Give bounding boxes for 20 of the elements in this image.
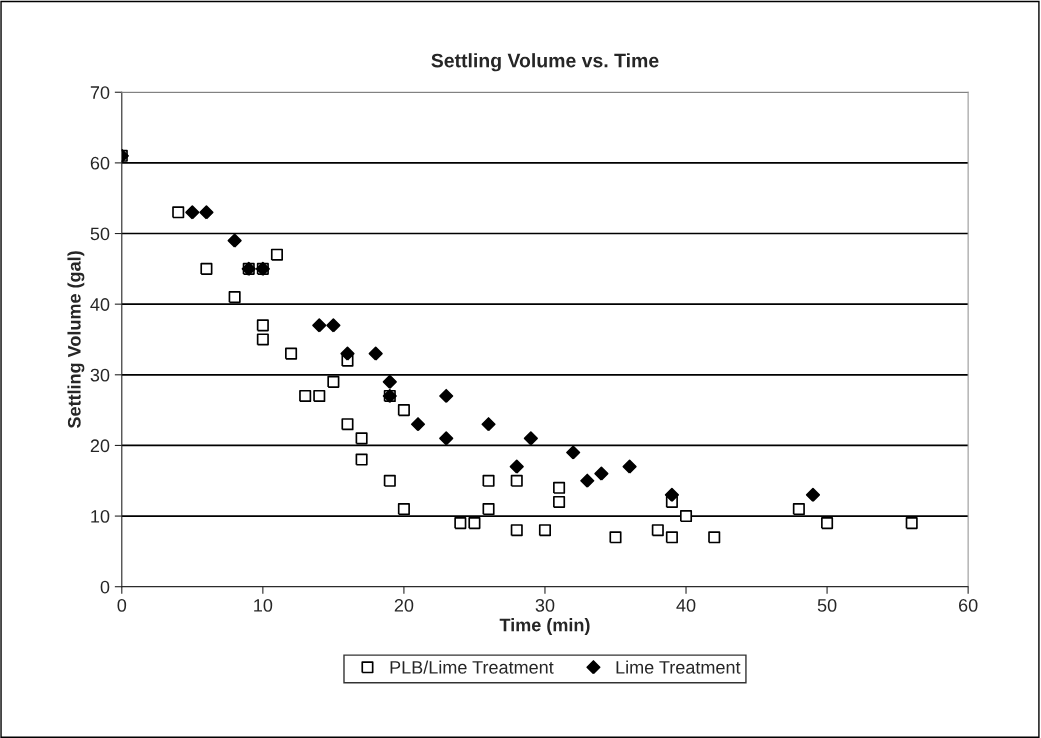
y-tick-label: 20: [90, 439, 110, 453]
x-axis-title: Time (min): [499, 618, 590, 635]
x-tick-label: 30: [535, 598, 555, 612]
y-tick-label: 0: [100, 580, 110, 594]
y-tick-label: 10: [91, 510, 110, 523]
x-tick-label: 40: [676, 598, 696, 612]
x-tick-label: 10: [254, 598, 273, 612]
x-tick-label: 0: [117, 598, 127, 612]
x-tick-label: 20: [394, 598, 414, 612]
chart-title: Settling Volume vs. Time: [431, 53, 659, 72]
legend-label: PLB/Lime Treatment: [390, 660, 554, 674]
y-tick-label: 40: [90, 298, 110, 311]
x-tick-label: 50: [817, 598, 837, 612]
legend-label: Lime Treatment: [616, 660, 741, 674]
y-tick-label: 50: [90, 227, 110, 241]
y-tick-label: 60: [90, 156, 110, 170]
y-tick-label: 70: [90, 86, 110, 99]
y-tick-label: 30: [90, 368, 110, 382]
y-axis-title: Settling Volume (gal): [67, 251, 85, 429]
x-tick-label: 60: [959, 598, 978, 612]
